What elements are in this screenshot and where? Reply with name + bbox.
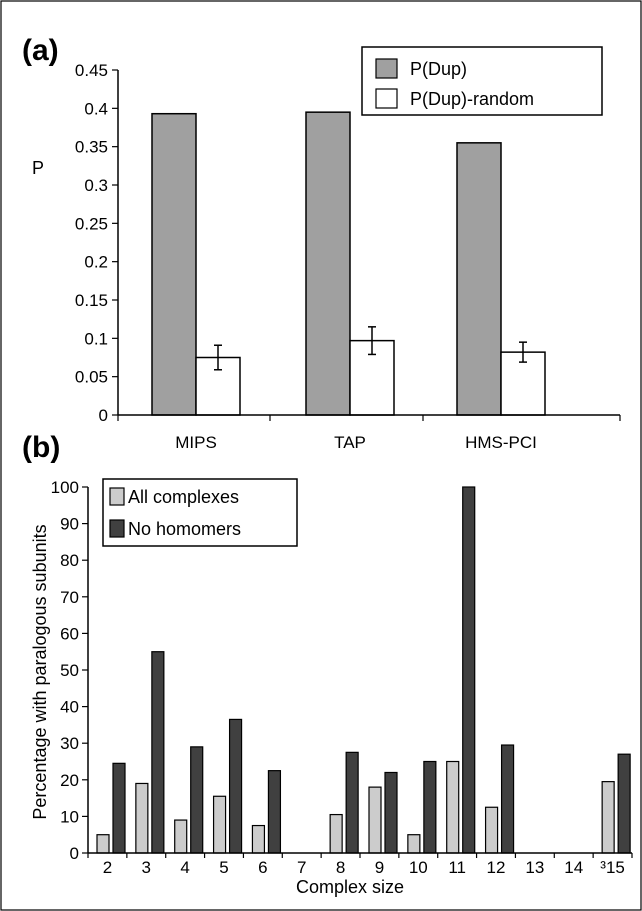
panel-b-category-label-2: 2 bbox=[103, 858, 112, 877]
panel-b-y-tick-label: 0 bbox=[70, 844, 79, 863]
panel-a-y-tick-label: 0 bbox=[99, 406, 108, 425]
panel-b-category-label-5: 5 bbox=[219, 858, 228, 877]
panel-a-legend: P(Dup) P(Dup)-random bbox=[361, 46, 603, 116]
panel-a-category-label-hms-pci: HMS-PCI bbox=[465, 433, 537, 452]
panel-b-bar-no-homomers-4 bbox=[190, 746, 204, 854]
panel-a-y-tick-label: 0.3 bbox=[84, 176, 108, 195]
panel-b-bar-all-complexes-2 bbox=[96, 834, 110, 854]
panel-b-bar-no-homomers-10 bbox=[423, 760, 437, 854]
panel-b-category-label-9: 9 bbox=[375, 858, 384, 877]
panel-a-y-tick-label: 0.2 bbox=[84, 253, 108, 272]
panel-b-bar-all-complexes-6 bbox=[251, 824, 266, 854]
panel-b-bar-all-complexes-9 bbox=[368, 786, 382, 854]
panel-a-legend-box bbox=[361, 46, 603, 116]
panel-b-category-label-11: 11 bbox=[448, 858, 466, 877]
panel-b-bar-no-homomers-2 bbox=[112, 762, 126, 854]
panel-b-bar-no-homomers-3 bbox=[151, 651, 165, 854]
panel-a-y-ticks: 0 0.05 0.1 0.15 0.2 0.25 0.3 0.35 0.4 0.45 bbox=[75, 61, 118, 425]
panel-a-legend-swatch-p-dup-random bbox=[375, 88, 398, 109]
panel-a-legend-swatch-p-dup bbox=[375, 58, 398, 79]
panel-b-label: (b) bbox=[22, 431, 60, 464]
panel-b-bar-no-homomers-12 bbox=[500, 744, 515, 854]
panel-b-category-label-4: 4 bbox=[180, 858, 189, 877]
panel-b-category-label-14: 14 bbox=[564, 858, 583, 877]
panel-b-category-label-10: 10 bbox=[409, 858, 428, 877]
panel-b-category-label-12: 12 bbox=[487, 858, 506, 877]
panel-a-bar-p-dup-tap bbox=[305, 111, 351, 416]
panel-b-legend-swatch-no-homomers bbox=[109, 519, 125, 538]
panel-b-category-label-8: 8 bbox=[336, 858, 345, 877]
panel-b-y-tick-label: 10 bbox=[60, 807, 79, 826]
panel-b-y-tick-label: 100 bbox=[51, 478, 79, 497]
panel-a-y-tick-label: 0.15 bbox=[75, 291, 108, 310]
panel-a-y-tick-label: 0.05 bbox=[75, 368, 108, 387]
panel-b-category-label-15: ³15 bbox=[600, 858, 625, 877]
panel-b-bar-all-complexes-3 bbox=[135, 782, 149, 854]
panel-a-category-labels: MIPS TAP HMS-PCI bbox=[175, 433, 537, 452]
panel-b-y-ticks: 0 10 20 30 40 50 60 70 80 90 100 bbox=[51, 478, 88, 863]
panel-b-y-tick-label: 40 bbox=[60, 698, 79, 717]
panel-b-bar-no-homomers-5 bbox=[228, 718, 243, 854]
panel-b-bar-all-complexes-12 bbox=[484, 806, 499, 854]
panel-b-y-tick-label: 50 bbox=[60, 661, 79, 680]
panel-b-y-tick-label: 90 bbox=[60, 515, 79, 534]
panel-b-y-tick-label: 30 bbox=[60, 734, 79, 753]
panel-b-category-label-13: 13 bbox=[525, 858, 544, 877]
panel-a-y-axis-label: P bbox=[32, 158, 44, 178]
panel-a-category-label-tap: TAP bbox=[334, 433, 366, 452]
panel-b-y-tick-label: 80 bbox=[60, 551, 79, 570]
panel-b-bar-no-homomers-15 bbox=[617, 753, 631, 854]
chart-panel-b: (b) Percentage with paralogous subunits … bbox=[22, 431, 633, 897]
panel-a-category-label-mips: MIPS bbox=[175, 433, 217, 452]
panel-b-legend-swatch-all-complexes bbox=[109, 487, 125, 506]
panel-b-bar-all-complexes-4 bbox=[174, 819, 188, 854]
panel-a-label: (a) bbox=[22, 34, 59, 67]
panel-b-y-tick-label: 60 bbox=[60, 624, 79, 643]
panel-b-y-tick-label: 20 bbox=[60, 771, 79, 790]
panel-b-category-label-3: 3 bbox=[142, 858, 151, 877]
panel-b-bar-no-homomers-8 bbox=[345, 751, 359, 854]
panel-a-bar-p-dup-mips bbox=[151, 112, 197, 416]
panel-b-bar-all-complexes-8 bbox=[329, 813, 343, 854]
panel-a-y-tick-label: 0.45 bbox=[75, 61, 108, 80]
panel-b-x-axis-label: Complex size bbox=[296, 877, 404, 897]
panel-b-legend-box bbox=[102, 478, 298, 547]
panel-a-bars bbox=[151, 111, 546, 416]
panel-b-bar-all-complexes-11 bbox=[446, 760, 460, 854]
panel-a-y-tick-label: 0.25 bbox=[75, 214, 108, 233]
panel-b-category-label-7: 7 bbox=[297, 858, 306, 877]
panel-a-axes bbox=[117, 70, 621, 421]
panel-b-bar-no-homomers-11 bbox=[462, 486, 476, 854]
panel-b-bar-all-complexes-5 bbox=[212, 795, 227, 854]
panel-b-y-tick-label: 70 bbox=[60, 588, 79, 607]
chart-panel-a: (a) P 00.050.10.150.20.250.30.350.40.45 … bbox=[22, 34, 621, 452]
panel-b-bar-no-homomers-9 bbox=[384, 771, 398, 854]
panel-b-y-axis-label: Percentage with paralogous subunits bbox=[30, 524, 50, 819]
panel-b-legend-label-no-homomers: No homomers bbox=[128, 519, 241, 539]
panel-a-legend-label-p-dup-random: P(Dup)-random bbox=[410, 89, 534, 109]
panel-b-category-label-6: 6 bbox=[258, 858, 267, 877]
panel-a-y-tick-label: 0.4 bbox=[84, 99, 108, 118]
panel-a-legend-label-p-dup: P(Dup) bbox=[410, 59, 467, 79]
panel-a-y-tick-label: 0.1 bbox=[84, 329, 108, 348]
panel-a-y-tick-label: 0.35 bbox=[75, 138, 108, 157]
panel-b-bar-all-complexes-10 bbox=[407, 834, 421, 854]
panel-b-bar-no-homomers-6 bbox=[267, 770, 282, 854]
panel-b-axes bbox=[87, 487, 633, 858]
panel-b-legend-label-all-complexes: All complexes bbox=[128, 487, 239, 507]
panel-b-bars bbox=[96, 486, 631, 854]
panel-b-category-labels: 2 3 4 5 6 7 8 9 10 11 12 13 14 ³15 bbox=[103, 858, 625, 877]
panel-a-bar-p-dup-hms-pci bbox=[456, 142, 502, 416]
panel-b-bar-all-complexes-15 bbox=[601, 781, 615, 854]
panel-b-legend: All complexes No homomers bbox=[102, 478, 298, 547]
